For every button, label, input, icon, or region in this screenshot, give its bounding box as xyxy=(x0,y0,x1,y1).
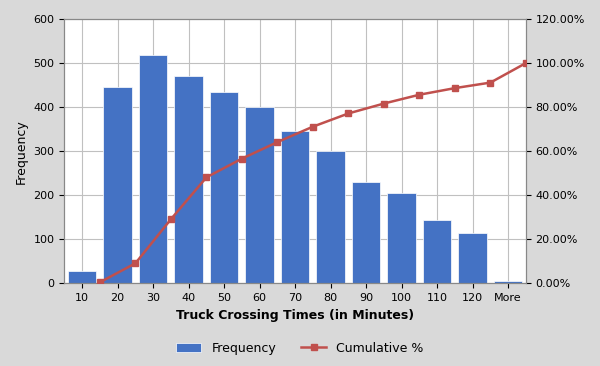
Bar xyxy=(316,151,345,283)
Bar xyxy=(388,193,416,283)
Cumulative % xyxy=(310,124,317,129)
Cumulative % xyxy=(238,156,245,161)
Cumulative % xyxy=(345,111,352,116)
Bar xyxy=(139,55,167,283)
Cumulative % xyxy=(203,175,210,180)
Cumulative % xyxy=(487,81,494,85)
Bar xyxy=(103,87,132,283)
Cumulative % xyxy=(451,86,458,90)
Cumulative % xyxy=(380,101,388,106)
Bar xyxy=(68,271,97,283)
Cumulative % xyxy=(97,280,104,284)
Bar xyxy=(458,233,487,283)
X-axis label: Truck Crossing Times (in Minutes): Truck Crossing Times (in Minutes) xyxy=(176,309,414,322)
Cumulative % xyxy=(523,61,530,65)
Bar xyxy=(245,107,274,283)
Bar xyxy=(175,76,203,283)
Bar xyxy=(494,281,523,283)
Y-axis label: Frequency: Frequency xyxy=(15,119,28,184)
Cumulative % xyxy=(416,93,423,97)
Cumulative % xyxy=(167,217,175,221)
Bar xyxy=(210,92,238,283)
Legend: Frequency, Cumulative %: Frequency, Cumulative % xyxy=(172,337,428,360)
Cumulative % xyxy=(274,140,281,144)
Cumulative % xyxy=(132,261,139,265)
Bar xyxy=(352,182,380,283)
Bar xyxy=(281,131,310,283)
Line: Cumulative %: Cumulative % xyxy=(97,60,529,285)
Bar xyxy=(423,220,451,283)
